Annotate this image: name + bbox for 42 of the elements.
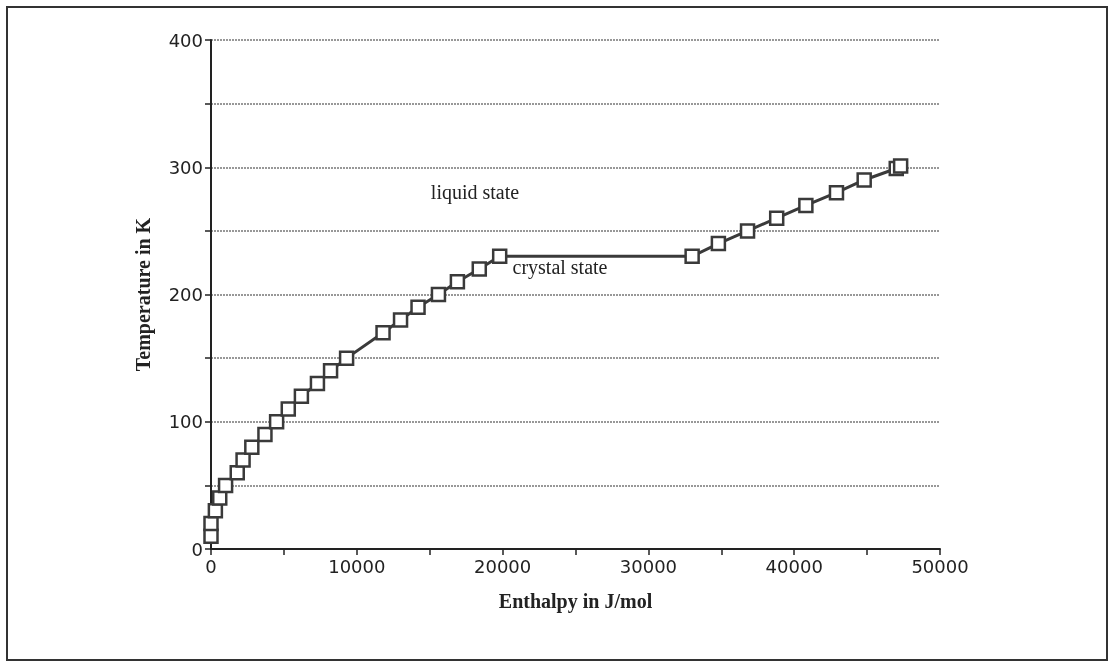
point: [430, 286, 447, 303]
annotation: crystal state: [512, 256, 608, 279]
point: [410, 299, 426, 315]
point: [710, 235, 727, 252]
point: [257, 426, 273, 443]
point: [268, 414, 285, 430]
point: [449, 274, 466, 290]
point: [235, 452, 251, 468]
annotation: liquid state: [430, 181, 520, 204]
point: [375, 324, 391, 341]
x-tick-label: 30000: [619, 555, 678, 577]
point: [229, 464, 245, 481]
point: [293, 388, 310, 405]
point: [856, 172, 872, 188]
point: [491, 248, 508, 265]
x-tick-label: 0: [205, 555, 217, 577]
point: [212, 490, 228, 506]
x-tick-label: 50000: [911, 555, 969, 577]
point: [338, 350, 355, 366]
y-axis-title: Temperature in K: [132, 217, 155, 372]
point: [217, 477, 234, 494]
y-tick-label: 100: [168, 411, 203, 433]
y-tick-label: 400: [168, 29, 203, 51]
point: [798, 197, 814, 214]
point: [322, 363, 339, 379]
x-axis-title: Enthalpy in J/mol: [498, 590, 653, 613]
y-tick-label: 300: [168, 156, 203, 178]
x-tick-label: 10000: [328, 555, 386, 577]
point: [684, 248, 700, 265]
x-tick-label: 40000: [765, 555, 823, 577]
x-tick-label: 20000: [473, 555, 532, 577]
point: [471, 261, 488, 277]
point: [392, 312, 409, 328]
y-tick-label: 0: [191, 538, 203, 560]
y-tick-label: 200: [168, 284, 203, 305]
point: [280, 401, 297, 417]
point: [739, 223, 756, 239]
point: [768, 210, 785, 226]
point: [892, 158, 909, 174]
point: [244, 439, 260, 455]
point: [309, 375, 326, 392]
point: [828, 184, 845, 201]
